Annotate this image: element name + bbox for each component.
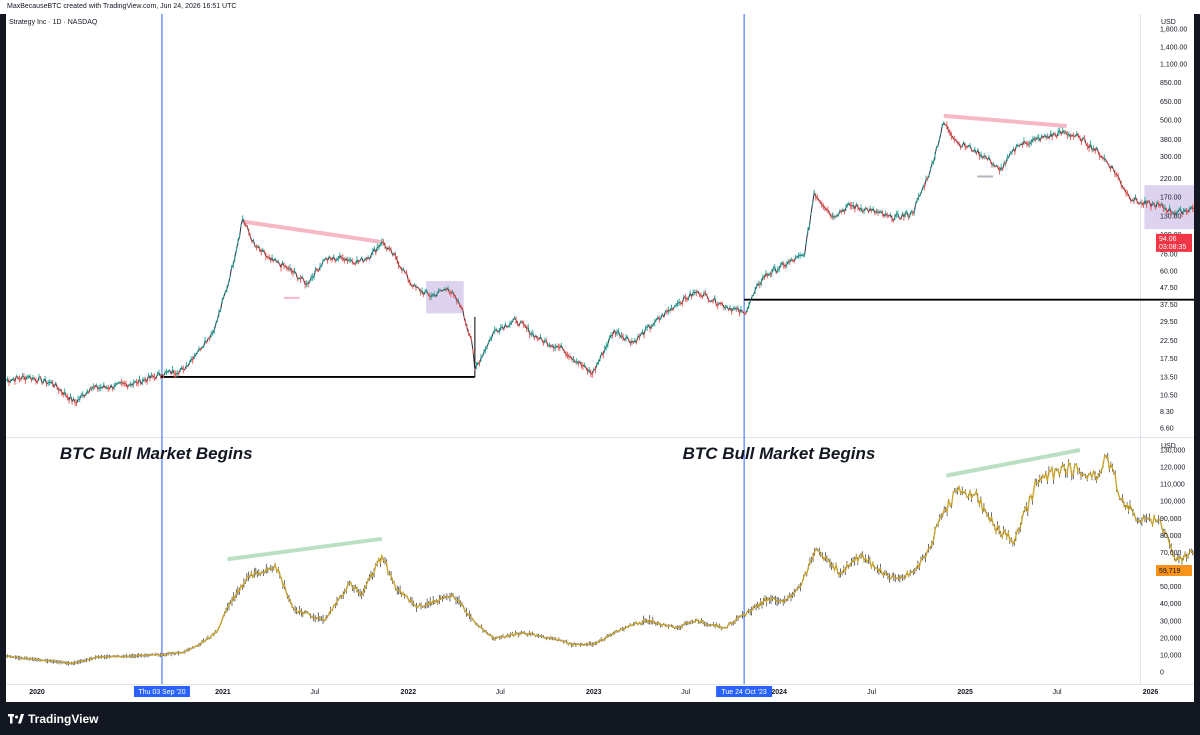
time-axis-tick: 2024 — [771, 689, 787, 696]
price-axis-tick: 850.00 — [1160, 80, 1182, 87]
price-axis-tick: 70,000 — [1160, 550, 1182, 557]
price-axis-tick: 40,000 — [1160, 601, 1182, 608]
chart-series — [5, 120, 1200, 666]
price-axis-tick: 76.00 — [1160, 252, 1178, 259]
price-axis-tick: 130.00 — [1160, 213, 1182, 220]
credit-text: MaxBecauseBTC created with TradingView.c… — [7, 3, 237, 10]
price-axis-tick: 37.50 — [1160, 302, 1178, 309]
time-axis-tick: Jul — [867, 689, 876, 696]
mstr-pane-title: Strategy Inc · 1D · NASDAQ — [9, 19, 98, 26]
time-axis-tick: Jul — [310, 689, 319, 696]
price-axis-tick: 130,000 — [1160, 448, 1185, 455]
last-price-value: 59,719 — [1159, 568, 1181, 575]
tradingview-logo[interactable]: TradingView — [8, 712, 98, 726]
time-axis-tick: 2025 — [957, 689, 973, 696]
bull-market-label: BTC Bull Market Begins — [60, 444, 253, 463]
price-axis-tick: 6.60 — [1160, 425, 1174, 432]
price-axis-unit: USD — [1161, 19, 1176, 26]
price-axis-tick: 220.00 — [1160, 176, 1182, 183]
divergence-trendline — [945, 448, 1081, 478]
price-axis-tick: 47.50 — [1160, 285, 1178, 292]
price-axis-tick: 650.00 — [1160, 99, 1182, 106]
price-axis-tick: 22.50 — [1160, 338, 1178, 345]
price-axis-unit: USD — [1161, 443, 1176, 450]
time-axis-tick: Jul — [1053, 689, 1062, 696]
price-axis-tick: 170.00 — [1160, 194, 1182, 201]
time-axis-tick: Jul — [496, 689, 505, 696]
price-axis-tick: 13.50 — [1160, 374, 1178, 381]
price-axis-tick: 1,400.00 — [1160, 44, 1187, 51]
time-axis-tick: 2023 — [586, 689, 602, 696]
crosshair-date-label: Thu 03 Sep '20 — [138, 689, 185, 696]
price-axis-tick: 50,000 — [1160, 584, 1182, 591]
last-price-badge — [1156, 565, 1192, 577]
chart-annotations — [160, 14, 1200, 684]
price-axis-tick: 380.00 — [1160, 137, 1182, 144]
price-axis-tick: 20,000 — [1160, 635, 1182, 642]
price-axis-tick: 17.50 — [1160, 356, 1178, 363]
price-axis-tick: 120,000 — [1160, 465, 1185, 472]
chart-axes: USD1,800.001,400.001,100.00850.00650.005… — [29, 19, 1192, 697]
price-axis-tick: 1,800.00 — [1160, 26, 1187, 33]
time-axis-tick: 2021 — [215, 689, 231, 696]
time-axis-tick: Jul — [681, 689, 690, 696]
last-price-countdown: 03:08:35 — [1159, 244, 1186, 251]
consolidation-box — [426, 281, 464, 314]
time-axis-tick: 2020 — [29, 689, 45, 696]
price-axis-tick: 29.50 — [1160, 319, 1178, 326]
price-axis-tick: 10.50 — [1160, 392, 1178, 399]
price-axis-tick: 110,000 — [1160, 482, 1185, 489]
price-axis-tick: 500.00 — [1160, 118, 1182, 125]
price-axis-tick: 0 — [1160, 670, 1164, 677]
last-price-badge — [1156, 233, 1192, 252]
time-axis-tick: 2026 — [1143, 689, 1159, 696]
price-axis-tick: 1,100.00 — [1160, 61, 1187, 68]
consolidation-box — [1144, 185, 1200, 230]
time-axis-tick: 2022 — [401, 689, 417, 696]
price-axis-tick: 60.00 — [1160, 268, 1178, 275]
divergence-trendline — [943, 113, 1067, 128]
btc-price-line — [5, 454, 1200, 665]
price-axis-tick: 8.30 — [1160, 409, 1174, 416]
price-axis-tick: 90,000 — [1160, 516, 1182, 523]
price-axis-tick: 80,000 — [1160, 533, 1182, 540]
chart-grid — [6, 14, 1194, 685]
footer-bar: TradingView — [0, 702, 1200, 735]
price-axis-tick: 10,000 — [1160, 652, 1182, 659]
credit-bar: MaxBecauseBTC created with TradingView.c… — [0, 0, 1200, 14]
price-axis-tick: 300.00 — [1160, 154, 1182, 161]
crosshair-date-label: Tue 24 Oct '23 — [721, 689, 767, 696]
crosshair-date-badge — [716, 686, 773, 697]
tradingview-logo-text: TradingView — [28, 712, 99, 726]
divergence-trendline — [242, 219, 383, 244]
chart-canvas[interactable]: USD1,800.001,400.001,100.00850.00650.005… — [5, 14, 1200, 702]
tradingview-logo-icon — [8, 714, 24, 724]
price-axis-tick: 100,000 — [1160, 499, 1185, 506]
divergence-trendline — [227, 536, 383, 562]
bull-market-label: BTC Bull Market Begins — [683, 444, 876, 463]
chart-area[interactable]: USD 1,800.00 1,400.00 1,100.00 850.00 650.00 5… — [5, 14, 1200, 702]
crosshair-date-badge — [133, 686, 190, 697]
chart-labels: BTC Bull Market Begins BTC Bull Market Be… — [9, 19, 875, 463]
price-axis-tick: 30,000 — [1160, 618, 1182, 625]
last-price-value: 94.06 — [1159, 236, 1177, 243]
